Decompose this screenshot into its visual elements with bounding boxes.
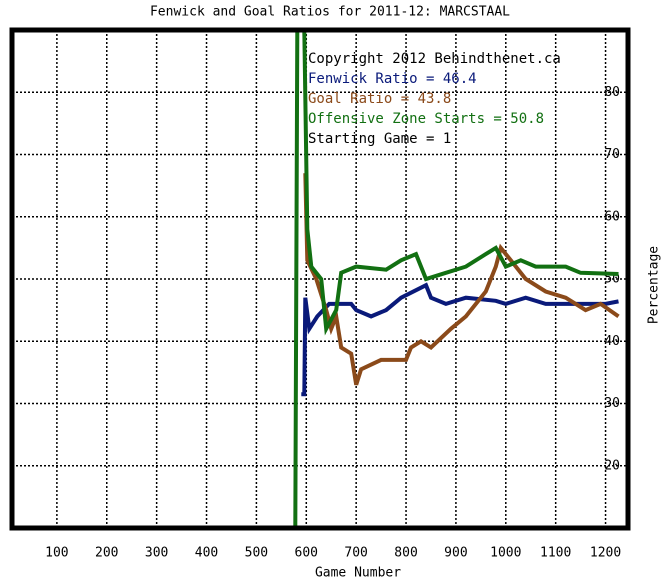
x-tick-label: 300: [145, 546, 168, 561]
y-tick-label: 40: [604, 334, 620, 349]
legend-text: Copyright 2012 Behindthenet.ca: [308, 51, 561, 67]
legend-text: Starting Game = 1: [308, 131, 451, 147]
x-tick-label: 400: [195, 546, 218, 561]
chart-title: Fenwick and Goal Ratios for 2011-12: MAR…: [150, 5, 510, 20]
x-tick-label: 1200: [590, 546, 621, 561]
legend-text: Fenwick Ratio = 46.4: [308, 71, 477, 87]
x-tick-label: 1000: [490, 546, 521, 561]
y-axis-label: Percentage: [647, 246, 662, 324]
x-tick-label: 200: [95, 546, 118, 561]
x-axis-label: Game Number: [315, 566, 401, 580]
series-line: [293, 32, 619, 526]
x-tick-label: 700: [344, 546, 367, 561]
x-tick-label: 800: [394, 546, 417, 561]
y-tick-label: 30: [604, 396, 620, 411]
x-tick-label: 900: [444, 546, 467, 561]
x-tick-label: 600: [295, 546, 318, 561]
x-tick-label: 500: [245, 546, 268, 561]
legend-text: Offensive Zone Starts = 50.8: [308, 111, 544, 127]
series-line: [301, 282, 619, 397]
y-tick-label: 60: [604, 209, 620, 224]
x-tick-label: 100: [45, 546, 68, 561]
y-tick-label: 70: [604, 147, 620, 162]
x-tick-label: 1100: [540, 546, 571, 561]
y-tick-label: 20: [604, 458, 620, 473]
series-line: [303, 173, 620, 386]
y-tick-label: 80: [604, 85, 620, 100]
plot-frame: [9, 27, 631, 531]
legend-text: Goal Ratio = 43.8: [308, 91, 451, 107]
plot-lines: [293, 32, 620, 526]
